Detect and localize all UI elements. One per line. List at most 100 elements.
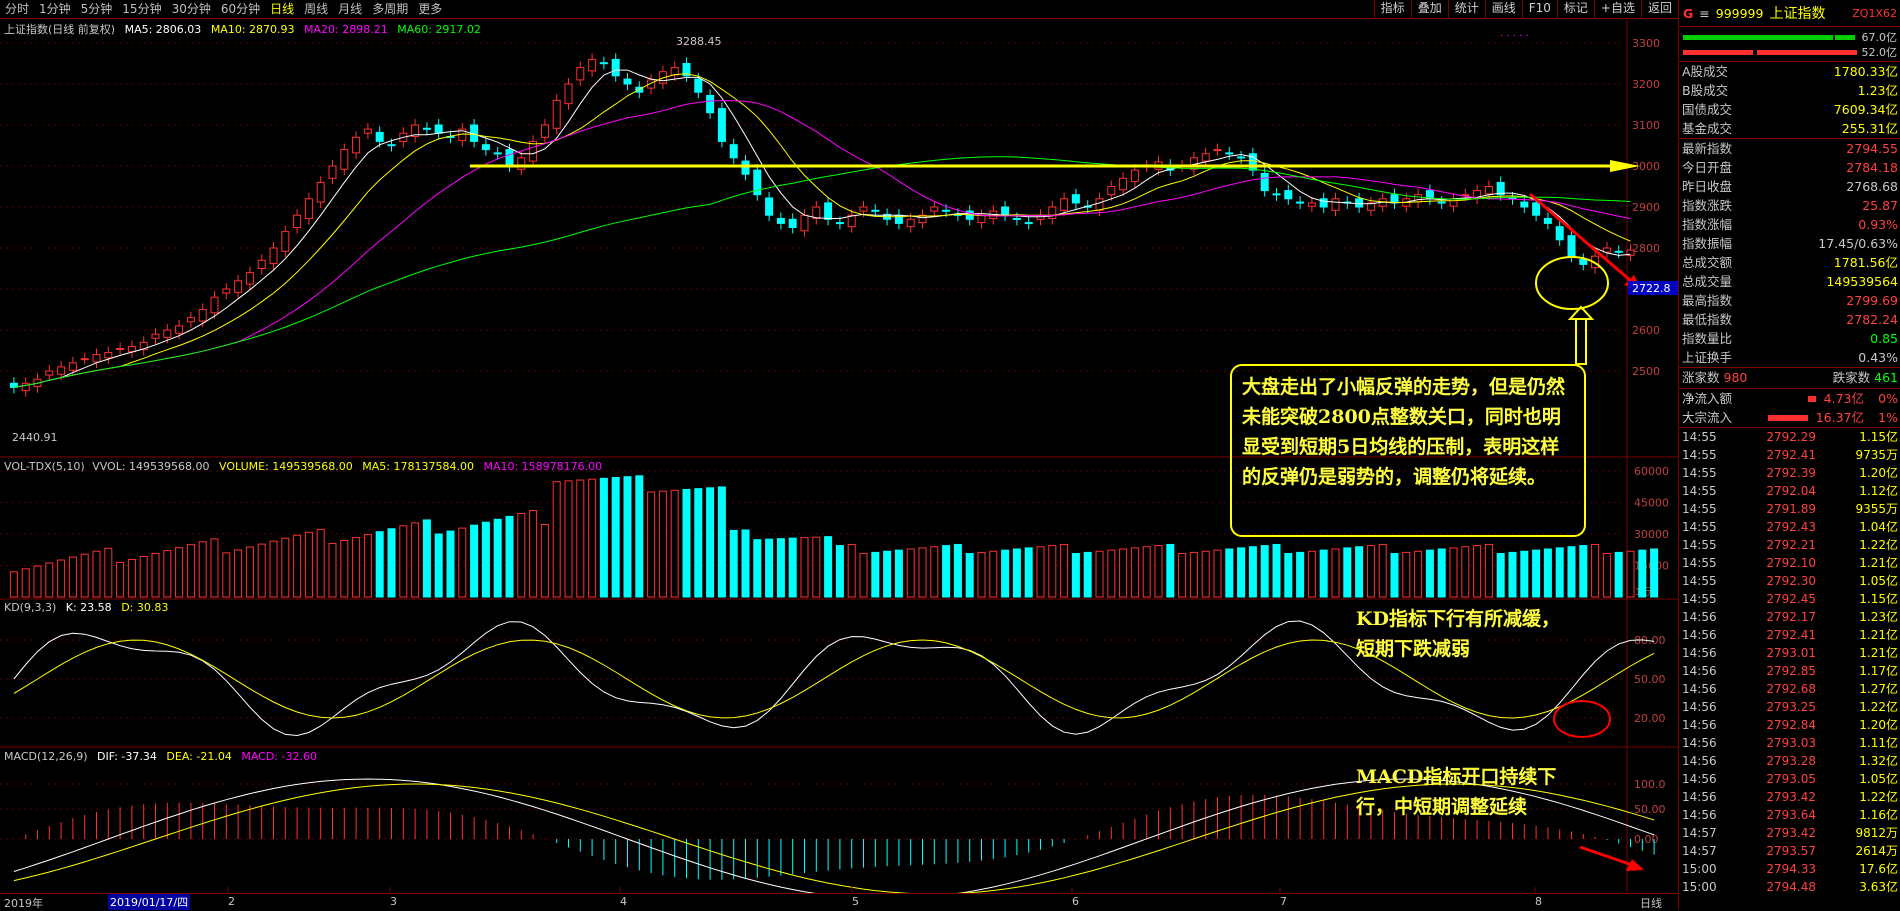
ma10-line (13, 73, 1631, 388)
vol-bar (1307, 550, 1316, 598)
tab-6[interactable]: 日线 (270, 2, 295, 16)
tab-2[interactable]: 5分钟 (80, 2, 113, 16)
candle-body (529, 140, 538, 162)
stat-row: 指数振幅 17.45/0.63% (1679, 234, 1900, 253)
tab-4[interactable]: 30分钟 (171, 2, 211, 16)
candle-body (1284, 190, 1293, 200)
tick-time: 14:55 (1682, 574, 1717, 588)
vol-bar (340, 540, 349, 598)
down-count: 461 (1874, 370, 1898, 385)
vol-bar (1189, 551, 1198, 598)
tick-row: 15:00 2794.48 3.63亿 (1679, 878, 1900, 896)
candle-body (304, 198, 313, 219)
vol-vvol: VVOL: 149539568.00 (92, 460, 210, 473)
candle-body (411, 124, 420, 137)
tick-volume: 1.22亿 (1859, 790, 1898, 804)
flow-value: 4.73亿 (1823, 391, 1864, 406)
menu-icon[interactable]: ≡ (1699, 5, 1710, 21)
tab-7[interactable]: 周线 (304, 2, 329, 16)
tab-5[interactable]: 60分钟 (220, 2, 261, 16)
tick-price: 2791.89 (1766, 502, 1816, 516)
vol-bar (1626, 550, 1635, 598)
tick-price: 2793.25 (1766, 700, 1816, 714)
stat-value: 7609.34亿 (1833, 102, 1898, 117)
tick-row: 14:55 2792.45 1.15亿 (1679, 590, 1900, 608)
tab-3[interactable]: 15分钟 (122, 2, 162, 16)
vol-bar (1331, 548, 1340, 598)
vol-bar (1119, 548, 1128, 598)
vol-bar (1130, 547, 1139, 598)
tick-row: 14:55 2792.04 1.12亿 (1679, 482, 1900, 500)
month-label: 4 (620, 895, 627, 908)
candle-body (363, 128, 372, 134)
candle-body (92, 354, 101, 363)
macd-dif: DIF: -37.34 (97, 750, 157, 763)
vol-bar (434, 533, 443, 598)
vol-bar (965, 553, 974, 598)
tick-row: 14:56 2793.42 1.22亿 (1679, 788, 1900, 806)
month-label: 7 (1280, 895, 1287, 908)
candle-body (1366, 202, 1375, 211)
mode-label[interactable]: 日线 (1640, 897, 1662, 910)
candle-body (1225, 152, 1234, 155)
vol-bar (198, 541, 207, 598)
macd-axis-label: 0.00 (1634, 833, 1659, 846)
vol-bar (1378, 543, 1387, 598)
tab-9[interactable]: 多周期 (372, 2, 409, 16)
tick-row: 14:57 2793.57 2614万 (1679, 842, 1900, 860)
vol-bar (706, 487, 715, 598)
stat-label: 昨日收盘 (1682, 179, 1733, 194)
candle-body (1012, 217, 1021, 220)
main-title: 上证指数(日线 前复权) (4, 23, 116, 36)
tool-button-7[interactable]: 返回 (1640, 0, 1678, 18)
vol-bar (1591, 543, 1600, 598)
tool-button-6[interactable]: +自选 (1593, 0, 1641, 18)
tick-time: 14:55 (1682, 556, 1717, 570)
candle-body (765, 197, 774, 216)
toolbar-right: 指标 叠加 统计 画线 F10 标记 +自选 返回 (1373, 0, 1678, 18)
tick-volume: 1.16亿 (1859, 808, 1898, 822)
bar-red-2 (1757, 50, 1857, 55)
stat-value: 2784.18 (1846, 160, 1898, 175)
ma60-value: MA60: 2917.02 (397, 23, 481, 36)
tool-button-1[interactable]: 叠加 (1410, 0, 1448, 18)
tab-1[interactable]: 1分钟 (39, 2, 71, 16)
stat-value: 1781.56亿 (1833, 255, 1898, 270)
tick-time: 14:56 (1682, 790, 1717, 804)
candle-body (116, 347, 125, 350)
tool-button-0[interactable]: 指标 (1373, 0, 1411, 18)
tab-0[interactable]: 分时 (5, 2, 30, 16)
month-label: 5 (852, 895, 859, 908)
tool-button-2[interactable]: 统计 (1447, 0, 1485, 18)
vol-bar (847, 543, 856, 598)
vol-ma10: MA10: 158978176.00 (483, 460, 603, 473)
stat-label: 最高指数 (1682, 293, 1733, 308)
candle-body (1260, 172, 1269, 192)
vol-bar (1343, 547, 1352, 598)
tool-button-3[interactable]: 画线 (1484, 0, 1522, 18)
kline-chart-svg[interactable]: 3300320031003000290028002700260025002722… (0, 19, 1678, 893)
vol-ma5: MA5: 178137584.00 (362, 460, 474, 473)
tool-button-4[interactable]: F10 (1521, 0, 1557, 18)
vol-axis-label: 45000 (1634, 497, 1669, 510)
kd-circle (1553, 700, 1611, 738)
vol-bar (1272, 543, 1281, 598)
tick-list[interactable]: 14:55 2792.29 1.15亿 14:55 2792.41 9735万 14:55 2… (1679, 428, 1900, 896)
tick-price: 2792.45 (1766, 592, 1816, 606)
pointer-arrow (1567, 305, 1595, 365)
candle-body (1437, 201, 1446, 204)
year-label: 2019年 (4, 897, 43, 910)
candle-body (422, 127, 431, 130)
vol-volume: VOLUME: 149539568.00 (219, 460, 353, 473)
candle-body (234, 280, 243, 293)
tick-time: 14:57 (1682, 844, 1717, 858)
tool-button-5[interactable]: 标记 (1556, 0, 1594, 18)
vol-bar (765, 538, 774, 598)
vol-bar (1166, 543, 1175, 598)
vol-bar (1437, 548, 1446, 598)
vol-bar (1178, 553, 1187, 598)
candle-body (623, 78, 632, 85)
stat-value: 0.85 (1870, 331, 1898, 346)
tab-10[interactable]: 更多 (418, 2, 443, 16)
tab-8[interactable]: 月线 (338, 2, 363, 16)
